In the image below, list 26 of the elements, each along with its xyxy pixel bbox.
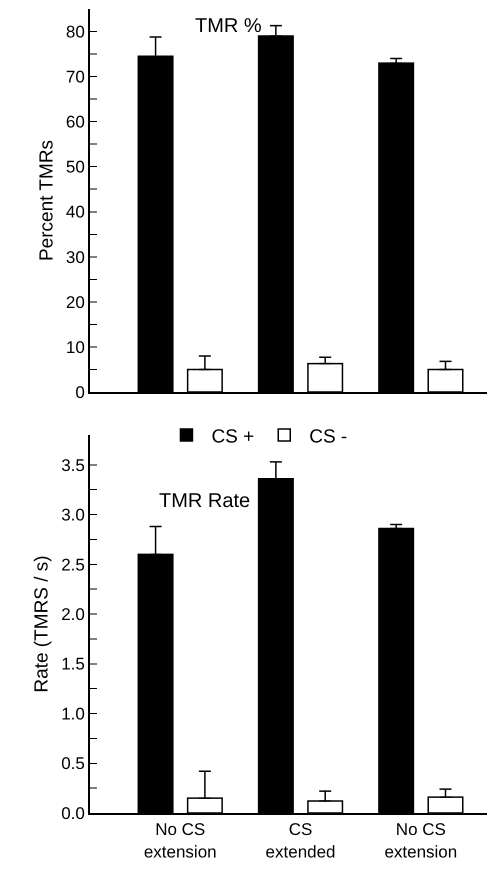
x-tick-label: No CS extension — [144, 820, 217, 862]
y-tick-label: 40 — [66, 202, 85, 222]
y-tick-label: 0.0 — [61, 804, 85, 823]
text: TMR Rate — [159, 490, 250, 512]
chart-title: TMR % — [195, 15, 262, 37]
y-tick-label: 60 — [66, 112, 85, 132]
y-axis-title: Rate (TMRS / s) — [32, 555, 53, 693]
y-tick-label: 80 — [66, 22, 85, 42]
y-tick-label: 0.5 — [61, 754, 85, 774]
y-tick-label: 2.5 — [61, 555, 85, 574]
y-tick-label: 1.5 — [61, 654, 85, 674]
y-tick-label: 3.5 — [61, 456, 85, 475]
legend-label: CS + — [211, 426, 254, 448]
y-axis-title: Percent TMRs — [36, 140, 58, 262]
y-tick-label: 10 — [66, 338, 85, 357]
x-tick-label: CS extended — [266, 820, 336, 862]
y-tick-label: 20 — [66, 292, 85, 312]
y-tick-label: 3.0 — [61, 506, 85, 525]
y-tick-label: 30 — [66, 248, 85, 267]
y-tick-label: 0 — [75, 382, 85, 402]
y-tick-label: 50 — [66, 158, 85, 177]
legend-label: CS - — [309, 426, 348, 448]
y-tick-label: 70 — [66, 68, 85, 87]
x-tick-label: No CS extension — [384, 820, 458, 862]
y-tick-label: 1.0 — [61, 704, 85, 724]
y-tick-label: 2.0 — [61, 605, 85, 624]
